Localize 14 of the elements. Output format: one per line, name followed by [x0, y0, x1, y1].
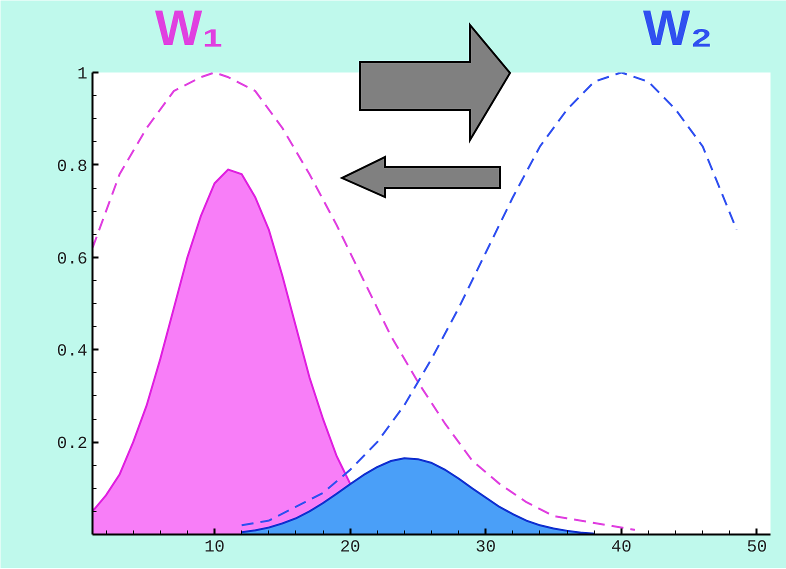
y-tick-label: 0.2: [56, 435, 88, 454]
text: W₁: [155, 0, 223, 56]
text: W₂: [643, 0, 712, 56]
y-tick-label: 1: [77, 66, 88, 84]
line-series: [240, 72, 738, 526]
x-tick-label: 40: [611, 538, 632, 558]
y-tick-label: 0.6: [56, 250, 88, 270]
x-tick-label: 50: [746, 538, 768, 558]
x-tick-label: 20: [340, 538, 360, 558]
y-tick-label: 0.8: [56, 158, 88, 177]
x-tick-label: 30: [476, 538, 496, 558]
y-tick-label: 0.4: [56, 342, 88, 362]
x-tick-label: 10: [204, 538, 225, 558]
line-series: [92, 72, 636, 531]
